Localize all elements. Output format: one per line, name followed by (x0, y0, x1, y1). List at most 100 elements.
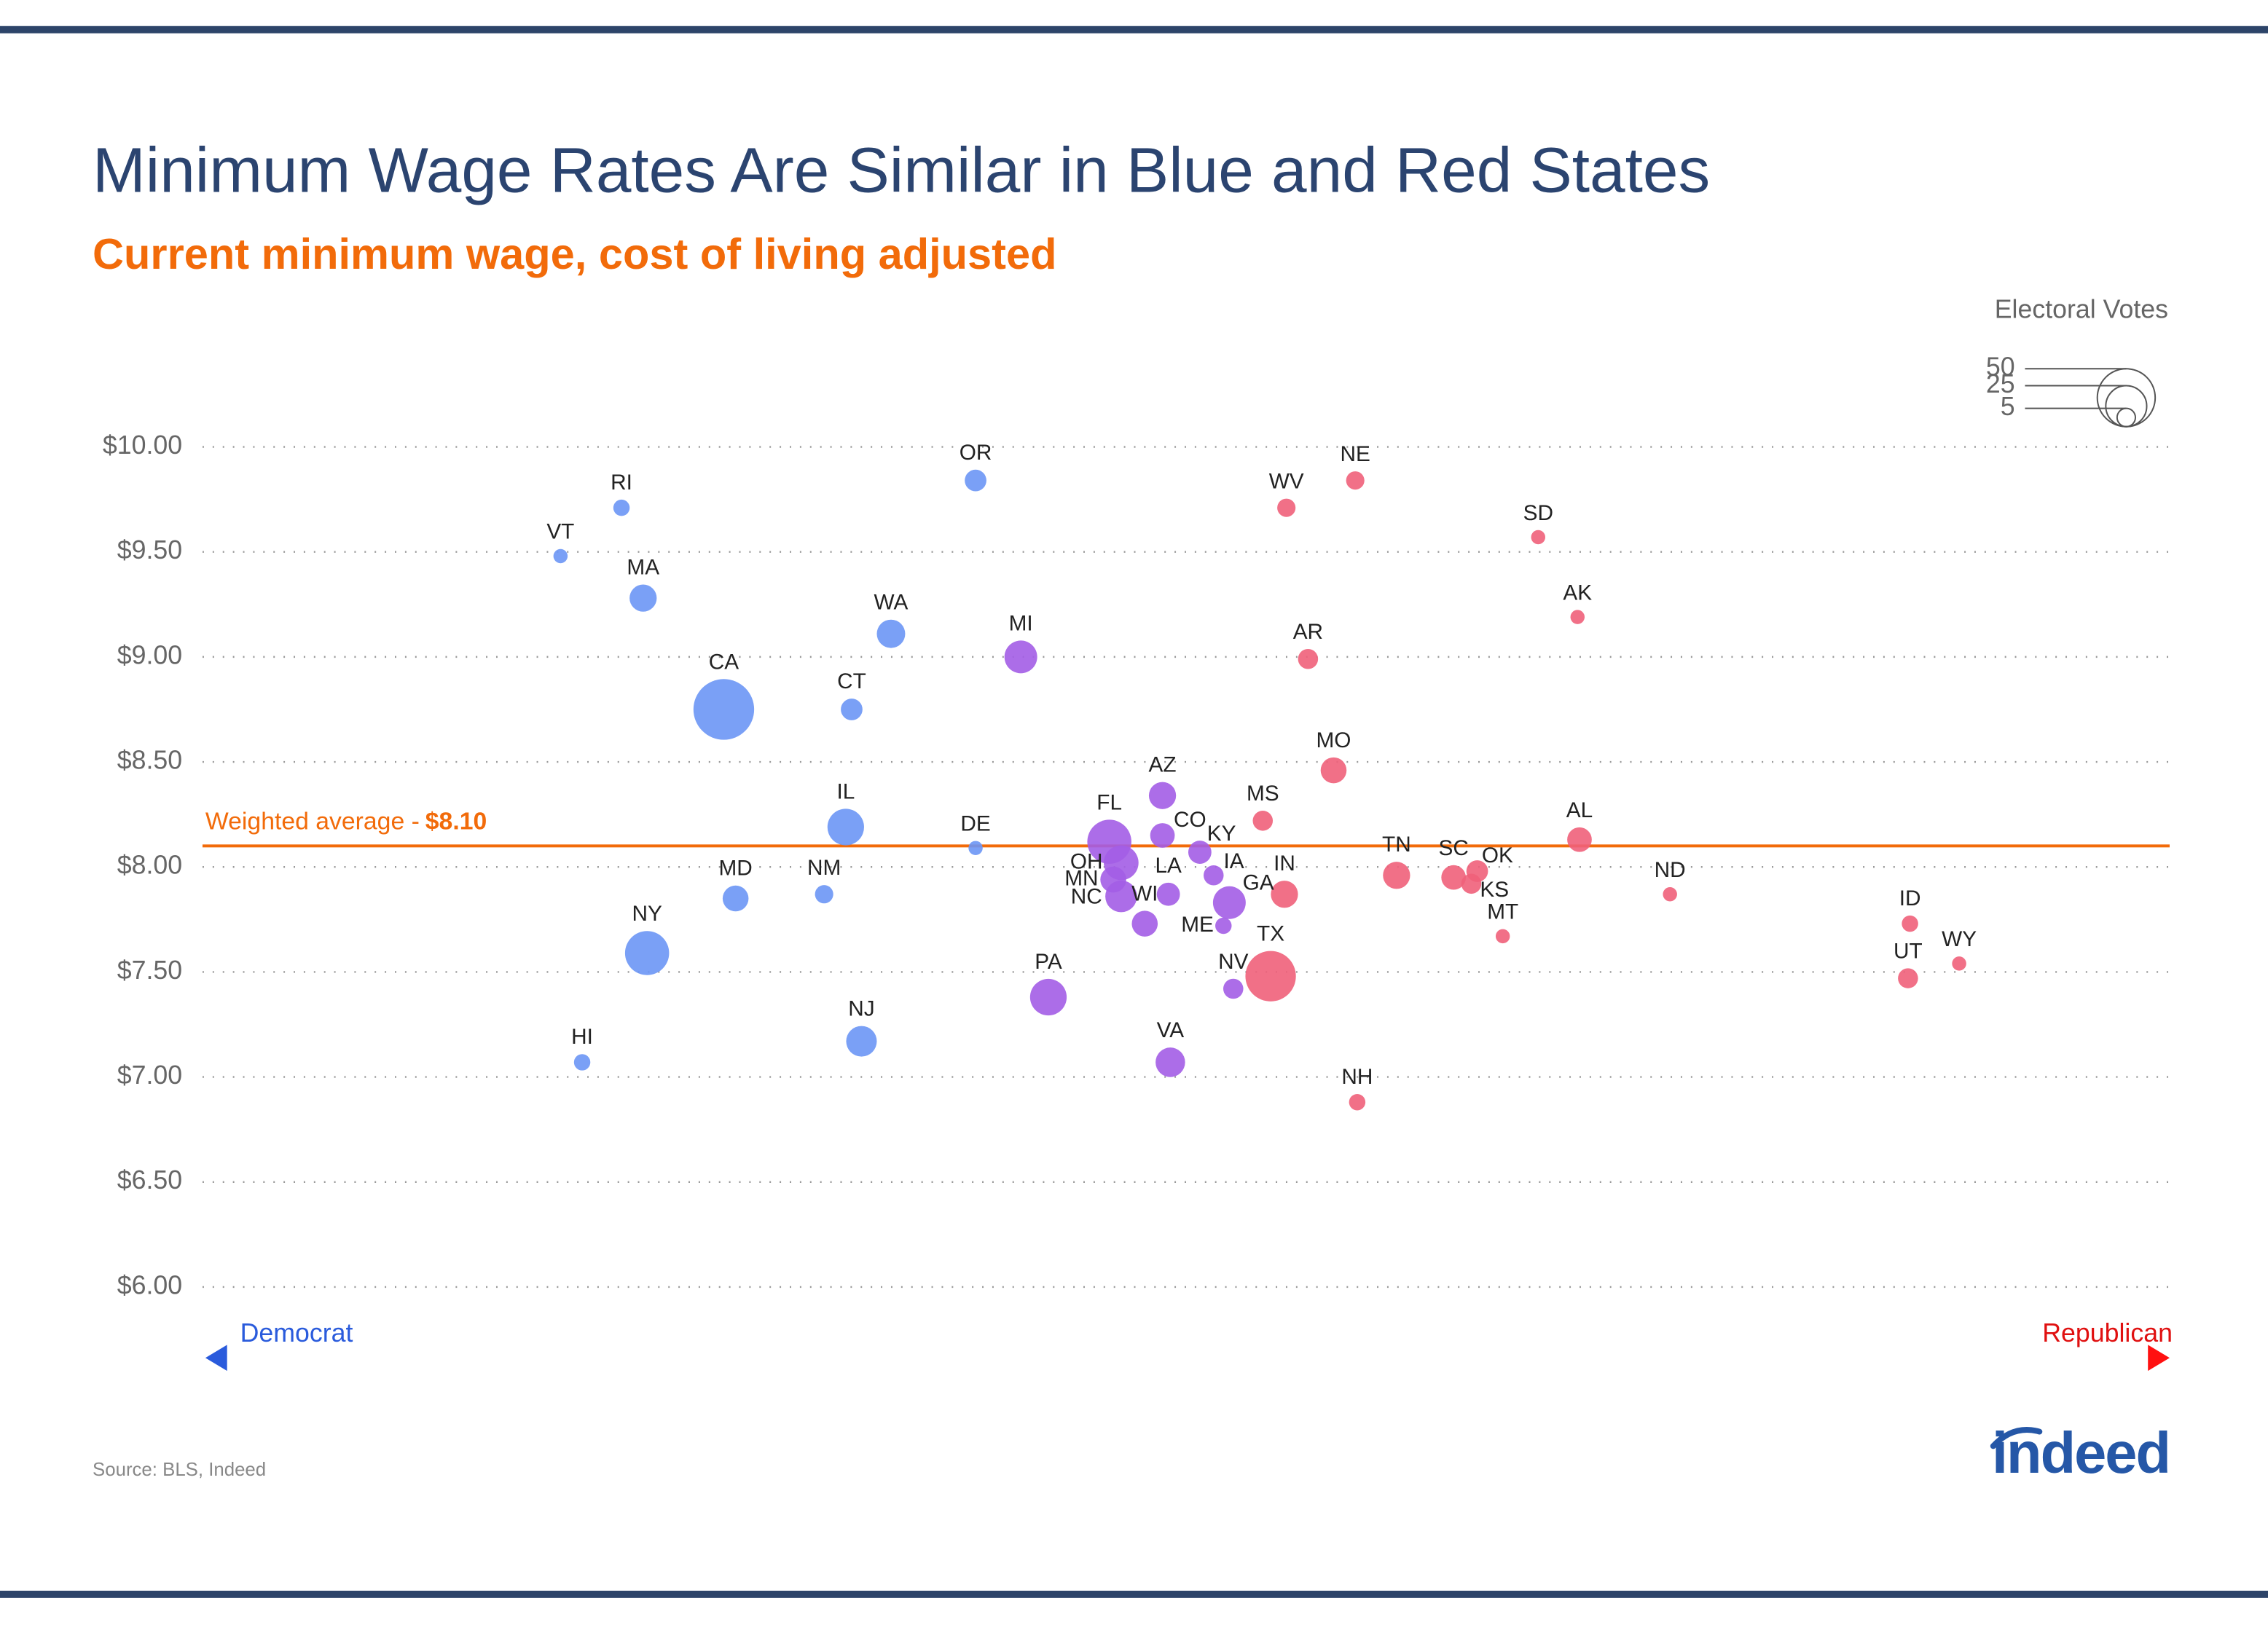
size-legend-label: 5 (2001, 392, 2015, 421)
state-label: AR (1293, 620, 1323, 644)
bubble (722, 885, 749, 912)
lean-right-label: Republican (2042, 1318, 2173, 1347)
bubble (1004, 640, 1037, 674)
reference-value: $8.10 (425, 808, 487, 835)
arrow-right (2148, 1345, 2170, 1372)
state-label: TN (1382, 833, 1411, 857)
bubble (1531, 530, 1546, 545)
state-label: MN (1064, 866, 1098, 890)
bubble (846, 1026, 877, 1057)
state-label: IA (1224, 849, 1244, 873)
bubble (1383, 862, 1410, 889)
bubble (841, 699, 863, 720)
bubble (1298, 648, 1319, 669)
bubble (1952, 956, 1966, 971)
state-label: CA (709, 650, 739, 674)
state-label: OK (1482, 843, 1513, 867)
state-label: NJ (848, 997, 874, 1021)
state-label: MA (627, 556, 659, 580)
bubble (1150, 823, 1175, 848)
bubble (1148, 782, 1177, 809)
chart-title: Minimum Wage Rates Are Similar in Blue a… (93, 134, 1710, 205)
state-label: PA (1035, 950, 1062, 974)
state-label: UT (1894, 939, 1923, 963)
y-tick-label: $9.50 (117, 535, 182, 564)
bubble (1320, 757, 1347, 784)
state-label: MO (1316, 728, 1351, 752)
bubble (624, 931, 670, 975)
size-legend-label: 50 (1986, 353, 2015, 382)
bubble (1570, 610, 1585, 624)
state-label: WY (1942, 927, 1977, 951)
state-label: WI (1131, 881, 1158, 905)
bubble (815, 885, 833, 904)
state-label: SC (1438, 836, 1468, 860)
state-label: ND (1655, 858, 1686, 882)
size-legend-circle (2116, 407, 2136, 428)
state-label: NV (1218, 950, 1248, 974)
state-label: WV (1269, 470, 1304, 494)
bubble (1204, 865, 1224, 886)
bubble (693, 679, 755, 740)
bubble (1461, 873, 1482, 894)
bubble (613, 499, 630, 516)
state-label: NC (1071, 884, 1102, 908)
state-label: KY (1207, 822, 1236, 846)
state-label: NM (807, 856, 841, 880)
state-label: IL (836, 779, 855, 803)
y-tick-label: $7.50 (117, 956, 182, 985)
y-tick-label: $10.00 (103, 430, 182, 460)
bubble (553, 548, 568, 564)
bubble (1252, 811, 1274, 831)
state-label: TX (1257, 922, 1284, 946)
state-label: VT (546, 520, 574, 544)
arrow-left (205, 1345, 227, 1372)
bubble (965, 469, 986, 492)
bubble (1131, 910, 1158, 937)
y-tick-label: $9.00 (117, 640, 182, 669)
bubble (1346, 471, 1365, 490)
state-label: AL (1566, 798, 1593, 822)
bubble (1156, 882, 1180, 906)
state-label: CO (1174, 808, 1206, 832)
bubble (1215, 917, 1232, 935)
bubble (1349, 1093, 1366, 1111)
source: Source: BLS, Indeed (93, 1460, 266, 1480)
logo-arc (1990, 1427, 2043, 1449)
state-label: MT (1487, 900, 1518, 924)
y-tick-label: $6.50 (117, 1165, 182, 1195)
bubble (1188, 841, 1212, 864)
state-label: ID (1899, 886, 1921, 910)
state-label: WA (874, 591, 909, 615)
state-label: NE (1340, 442, 1370, 466)
state-label: OH (1070, 849, 1103, 873)
size-legend-circle (2105, 385, 2148, 428)
state-label: NY (632, 902, 662, 926)
bubble (827, 808, 864, 846)
y-tick-label: $6.00 (117, 1270, 182, 1299)
state-label: DE (960, 812, 990, 836)
state-label: AZ (1149, 753, 1177, 777)
bubble (1155, 1047, 1185, 1077)
lean-left-label: Democrat (240, 1318, 353, 1347)
state-label: LA (1155, 854, 1182, 878)
state-label: OR (960, 441, 992, 465)
state-label: GA (1243, 870, 1274, 894)
bubble (1245, 951, 1296, 1002)
bubble (1898, 968, 1918, 988)
state-label: RI (611, 471, 632, 495)
bubble (876, 619, 906, 648)
bubble (573, 1054, 591, 1071)
bubble (1902, 915, 1918, 932)
state-label: CT (837, 669, 866, 693)
bubble (1663, 887, 1677, 902)
size-legend-label: 25 (1986, 369, 2015, 398)
bubble (629, 584, 657, 612)
size-legend-circle (2096, 368, 2157, 428)
state-label: SD (1523, 501, 1553, 525)
reference-label: Weighted average - $8.10 (205, 808, 487, 835)
bubble (1029, 978, 1067, 1016)
bubble (1567, 827, 1592, 852)
state-label: FL (1096, 790, 1122, 814)
